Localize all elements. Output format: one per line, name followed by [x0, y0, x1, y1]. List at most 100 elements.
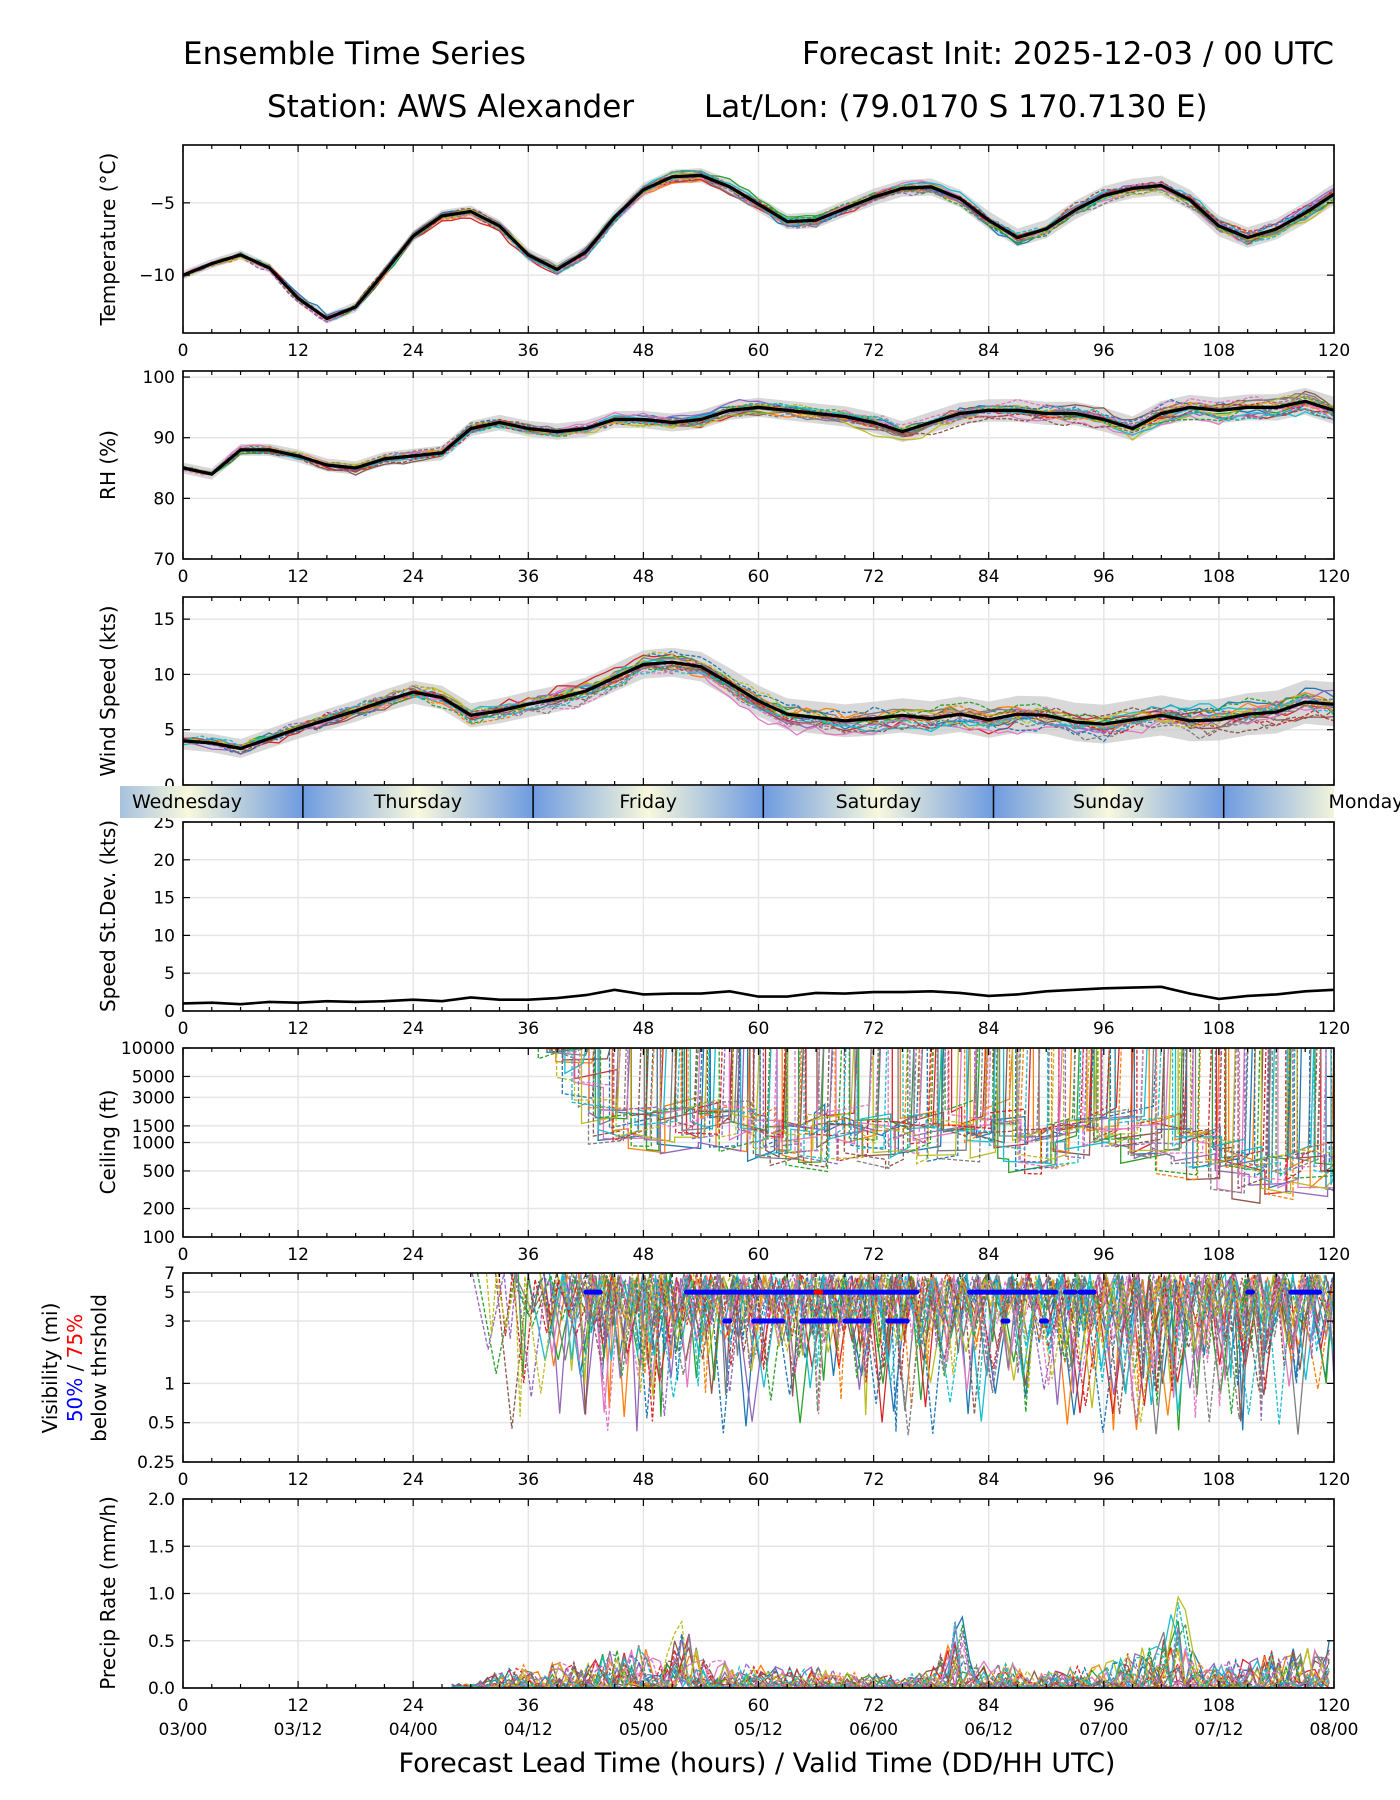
- day-label-sunday: Sunday: [1073, 791, 1144, 813]
- ceiling-member-line: [539, 1048, 1334, 1195]
- visibility-x-tick-label: 24: [402, 1470, 424, 1490]
- visibility-member-line: [517, 1273, 1334, 1431]
- wind_speed-y-tick-label: 10: [153, 665, 175, 685]
- wind_speed-member-line: [183, 665, 1334, 748]
- day-band-cell: [533, 786, 764, 818]
- wind_speed-y-tick-label: 5: [164, 721, 175, 741]
- temperature-x-tick-label: 108: [1203, 341, 1235, 361]
- temperature-x-tick-label: 120: [1318, 341, 1350, 361]
- wind_speed-ylabel: Wind Speed (kts): [96, 605, 120, 776]
- visibility-x-tick-label: 0: [178, 1470, 189, 1490]
- precip-member-line: [451, 1627, 1330, 1688]
- rh-y-tick-label: 80: [153, 489, 175, 509]
- panel-visibility: 0 12 24 36 48 60 72 84 96 108 120 0.25 0.5 1 3 57 Visibi…: [38, 1264, 1350, 1490]
- visibility-member-line: [548, 1273, 1334, 1426]
- ceiling-member-line: [558, 1048, 1334, 1170]
- legend-50pct: 50%: [63, 1378, 87, 1422]
- visibility-member-line: [509, 1273, 1334, 1434]
- temperature-x-tick-label: 24: [402, 341, 424, 361]
- ceiling-member-line: [550, 1048, 1334, 1190]
- panel-temperature: 0 12 24 36 48 60 72 84 96 108 120 −10 −5 Temperature …: [96, 144, 1350, 361]
- ceiling-x-tick-label: 36: [517, 1245, 539, 1265]
- wind_speed-member-line: [183, 661, 1334, 748]
- valid-time-label: 04/12: [504, 1720, 553, 1740]
- precip-member-line: [451, 1644, 1330, 1688]
- speed_stdev-x-tick-label: 108: [1203, 1019, 1235, 1039]
- day-band-cell: [993, 786, 1224, 818]
- day-band: Wednesday Thursday Friday Saturday Sunday Mon…: [120, 786, 1400, 818]
- ceiling-x-tick-label: 84: [978, 1245, 1000, 1265]
- ceiling-x-tick-label: 0: [178, 1245, 189, 1265]
- temperature-x-tick-label: 12: [287, 341, 309, 361]
- ceiling-x-tick-label: 24: [402, 1245, 424, 1265]
- day-band-cell: [120, 786, 303, 818]
- visibility-x-tick-label: 84: [978, 1470, 1000, 1490]
- speed_stdev-y-tick-label: 5: [164, 964, 175, 984]
- rh-y-tick-label: 70: [153, 550, 175, 570]
- visibility-ylabel-sub: below thrshold: [87, 1294, 111, 1442]
- precip-y-ticks: 0.0 0.5 1.0 1.5 2.0: [148, 1490, 1334, 1699]
- temperature-x-tick-label: 0: [178, 341, 189, 361]
- visibility-member-line: [564, 1273, 1334, 1431]
- visibility-y-tick-label: 1: [164, 1374, 175, 1394]
- precip-x-tick-label: 60: [748, 1696, 770, 1716]
- valid-time-label: 07/12: [1194, 1720, 1243, 1740]
- ceiling-member-line: [524, 1048, 1334, 1181]
- ceiling-member-line: [555, 1048, 1334, 1173]
- rh-member-line: [183, 404, 1334, 475]
- visibility-x-tick-label: 48: [633, 1470, 655, 1490]
- x-axis-label: Forecast Lead Time (hours) / Valid Time …: [399, 1748, 1116, 1779]
- rh-mean-line: [183, 399, 1334, 476]
- speed_stdev-y-tick-label: 10: [153, 926, 175, 946]
- day-band-cells: [120, 786, 1334, 818]
- visibility-ylabel-legend: 50% / 75%: [63, 1314, 87, 1422]
- ceiling-member-line: [545, 1048, 1334, 1201]
- temperature-plot-area: [183, 168, 1334, 324]
- precip-member-line: [451, 1648, 1330, 1688]
- rh-plot-area: [183, 387, 1334, 480]
- valid-time-label: 08/00: [1310, 1720, 1359, 1740]
- rh-x-tick-label: 24: [402, 567, 424, 587]
- precip-y-tick-label: 0.5: [148, 1632, 175, 1652]
- legend-75pct: 75%: [63, 1314, 87, 1358]
- rh-x-tick-label: 96: [1093, 567, 1115, 587]
- visibility-y-tick-label: 0.5: [148, 1414, 175, 1434]
- speed_stdev-x-tick-label: 0: [178, 1019, 189, 1039]
- ceiling-x-tick-label: 60: [748, 1245, 770, 1265]
- speed_stdev-x-tick-label: 72: [863, 1019, 885, 1039]
- speed_stdev-y-tick-label: 15: [153, 889, 175, 909]
- precip-member-line: [451, 1642, 1330, 1688]
- rh-member-line: [183, 395, 1334, 473]
- day-label-wednesday: Wednesday: [132, 791, 242, 813]
- rh-member-line: [183, 398, 1334, 473]
- ceiling-y-tick-label: 1000: [132, 1134, 175, 1154]
- wind_speed-mean-line: [183, 660, 1334, 751]
- rh-x-tick-label: 108: [1203, 567, 1235, 587]
- rh-x-tick-label: 36: [517, 567, 539, 587]
- ceiling-y-tick-label: 200: [143, 1200, 175, 1220]
- ceiling-member-line: [537, 1048, 1334, 1179]
- visibility-y-tick-label: 7: [164, 1264, 175, 1284]
- ceiling-x-ticks: 0 12 24 36 48 60 72 84 96 108 120: [178, 1048, 1350, 1265]
- temperature-x-tick-label: 60: [748, 341, 770, 361]
- wind_speed-member-line: [183, 661, 1334, 748]
- panel-rh: 0 12 24 36 48 60 72 84 96 108 120 70 80 90 100 RH (%): [96, 368, 1350, 587]
- speed_stdev-x-ticks: 0 12 24 36 48 60 72 84 96 108 120: [178, 822, 1350, 1039]
- ceiling-y-tick-label: 100: [143, 1228, 175, 1248]
- panel-ceiling: 0 12 24 36 48 60 72 84 96 108 120 100 200 500 10001500…: [96, 1039, 1350, 1265]
- temperature-x-tick-label: 96: [1093, 341, 1115, 361]
- precip-ylabel: Precip Rate (mm/h): [96, 1496, 120, 1690]
- ceiling-x-tick-label: 72: [863, 1245, 885, 1265]
- rh-x-tick-label: 120: [1318, 567, 1350, 587]
- temperature-member-line: [183, 174, 1334, 323]
- chart-title-left: Ensemble Time Series: [183, 36, 526, 72]
- ceiling-member-line: [517, 1048, 1334, 1198]
- ceiling-member-line: [564, 1048, 1334, 1194]
- speed_stdev-x-tick-label: 120: [1318, 1019, 1350, 1039]
- ceiling-member-line: [561, 1048, 1334, 1178]
- visibility-x-tick-label: 12: [287, 1470, 309, 1490]
- ceiling-x-tick-label: 120: [1318, 1245, 1350, 1265]
- speed_stdev-x-tick-label: 60: [748, 1019, 770, 1039]
